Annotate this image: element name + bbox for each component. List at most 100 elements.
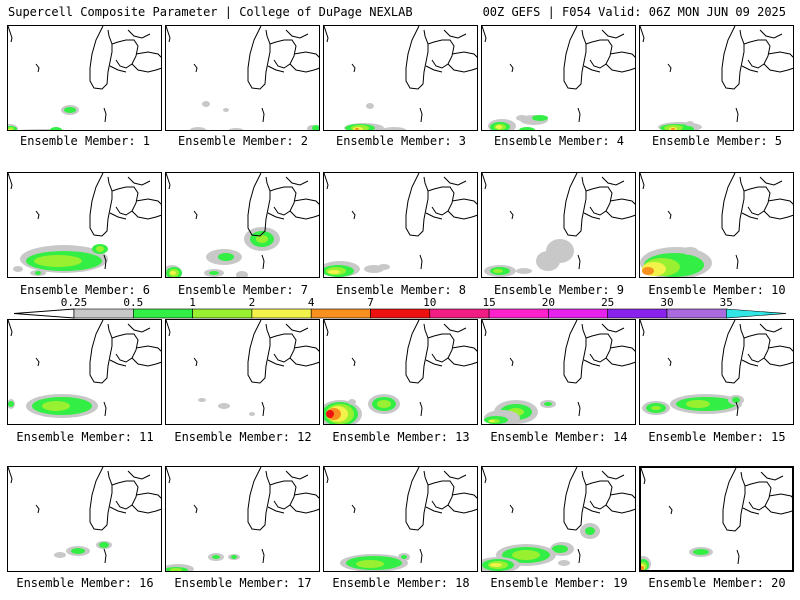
scp-contour-7-2 xyxy=(256,235,268,243)
ensemble-member-panel-15[interactable] xyxy=(639,319,794,425)
scp-contour-2-5 xyxy=(312,125,319,130)
coastline-19-2 xyxy=(601,470,625,480)
coastline-18-2 xyxy=(443,470,467,480)
coastline-19-6 xyxy=(482,467,487,484)
ensemble-member-panel-9[interactable] xyxy=(481,172,636,278)
ensemble-member-panel-6[interactable] xyxy=(7,172,162,278)
coastline-16-7 xyxy=(35,504,40,514)
map-7 xyxy=(166,173,319,277)
ensemble-member-panel-2[interactable] xyxy=(165,25,320,131)
ensemble-member-panel-18[interactable] xyxy=(323,466,478,572)
coastline-20-1 xyxy=(744,481,772,511)
coastline-6-7 xyxy=(35,210,40,220)
ensemble-member-panel-10[interactable] xyxy=(639,172,794,278)
coastline-2-7 xyxy=(193,63,198,73)
coastline-13-4 xyxy=(447,357,477,367)
coastline-17-2 xyxy=(285,470,309,480)
coastline-1-0 xyxy=(89,26,113,90)
coastline-6-2 xyxy=(127,176,151,186)
colorbar-tick-label-3: 2 xyxy=(248,296,256,309)
scp-contour-18-4 xyxy=(401,555,407,559)
map-14 xyxy=(482,320,635,424)
scp-contour-12-0 xyxy=(198,398,206,402)
coastline-12-3 xyxy=(293,345,319,352)
ensemble-member-panel-8[interactable] xyxy=(323,172,478,278)
coastline-18-3 xyxy=(451,492,477,499)
coastline-20-3 xyxy=(768,493,792,498)
scp-contour-15-2 xyxy=(686,400,710,408)
coastline-12-6 xyxy=(166,320,171,337)
coastline-2-4 xyxy=(289,63,319,73)
coastline-4-4 xyxy=(605,63,635,73)
colorbar-tick-label-8: 20 xyxy=(541,296,556,309)
coastline-19-7 xyxy=(509,504,514,514)
coastline-12-8 xyxy=(261,401,265,417)
colorbar: 0.25 0.5 1 2 4 7 10 15 20 25 30 35 xyxy=(13,296,787,324)
ensemble-member-panel-17[interactable] xyxy=(165,466,320,572)
coastline-5-5 xyxy=(741,65,759,73)
scp-contour-19-3 xyxy=(552,545,568,553)
coastline-20-2 xyxy=(760,471,784,481)
coastline-1-7 xyxy=(35,63,40,73)
ensemble-member-panel-14[interactable] xyxy=(481,319,636,425)
scp-contour-4-1 xyxy=(532,115,548,121)
ensemble-member-label-9: Ensemble Member: 9 xyxy=(493,283,625,297)
scp-contour-9-4 xyxy=(493,269,503,273)
ensemble-member-panel-13[interactable] xyxy=(323,319,478,425)
coastline-16-2 xyxy=(127,470,151,480)
colorbar-bin-0 xyxy=(73,308,134,319)
scp-contour-16-3 xyxy=(71,548,85,554)
coastline-11-1 xyxy=(111,333,139,363)
coastline-1-1 xyxy=(111,39,139,69)
ensemble-member-label-14: Ensemble Member: 14 xyxy=(490,430,628,444)
coastline-9-1 xyxy=(585,186,613,216)
ensemble-member-label-17: Ensemble Member: 17 xyxy=(174,576,312,590)
scp-contour-3-6 xyxy=(382,127,406,130)
coastline-16-4 xyxy=(131,504,161,514)
coastline-4-7 xyxy=(509,63,514,73)
coastline-11-6 xyxy=(8,320,13,337)
coastline-10-6 xyxy=(640,173,645,190)
coastline-20-8 xyxy=(736,549,740,565)
scp-contour-4-6 xyxy=(496,125,502,129)
coastline-20-7 xyxy=(668,505,673,515)
map-5 xyxy=(640,26,793,130)
ensemble-member-panel-16[interactable] xyxy=(7,466,162,572)
map-15 xyxy=(640,320,793,417)
coastline-13-3 xyxy=(451,345,477,352)
coastline-7-4 xyxy=(289,210,319,220)
map-12 xyxy=(166,320,319,417)
scp-contour-5-6 xyxy=(682,126,694,130)
scp-contour-9-1 xyxy=(536,251,560,271)
ensemble-member-panel-3[interactable] xyxy=(323,25,478,131)
ensemble-member-panel-20[interactable] xyxy=(639,466,794,572)
coastline-16-0 xyxy=(89,467,113,531)
scp-contour-1-7 xyxy=(50,127,62,130)
scp-contour-7-8 xyxy=(170,271,176,275)
coastline-5-3 xyxy=(767,51,793,58)
ensemble-member-panel-11[interactable] xyxy=(7,319,162,425)
ensemble-member-panel-19[interactable] xyxy=(481,466,636,572)
scp-contour-11-2 xyxy=(42,401,70,411)
coastline-10-7 xyxy=(667,210,672,220)
colorbar-bin-11 xyxy=(725,308,787,319)
coastline-9-6 xyxy=(482,173,487,190)
coastline-10-3 xyxy=(767,198,793,205)
ensemble-member-panel-4[interactable] xyxy=(481,25,636,131)
ensemble-member-panel-12[interactable] xyxy=(165,319,320,425)
ensemble-member-panel-5[interactable] xyxy=(639,25,794,131)
coastline-5-2 xyxy=(759,29,783,39)
scp-contour-2-0 xyxy=(202,101,210,107)
coastline-8-4 xyxy=(447,210,477,220)
coastline-15-7 xyxy=(667,357,672,367)
coastline-4-1 xyxy=(585,39,613,69)
coastline-14-7 xyxy=(509,357,514,367)
coastline-11-4 xyxy=(131,357,161,367)
ensemble-member-panel-1[interactable] xyxy=(7,25,162,131)
coastline-5-8 xyxy=(735,107,739,123)
map-8 xyxy=(324,173,477,277)
colorbar-left-arrow xyxy=(13,308,75,319)
ensemble-member-panel-7[interactable] xyxy=(165,172,320,278)
coastline-6-3 xyxy=(135,198,161,205)
coastline-11-3 xyxy=(135,345,161,352)
